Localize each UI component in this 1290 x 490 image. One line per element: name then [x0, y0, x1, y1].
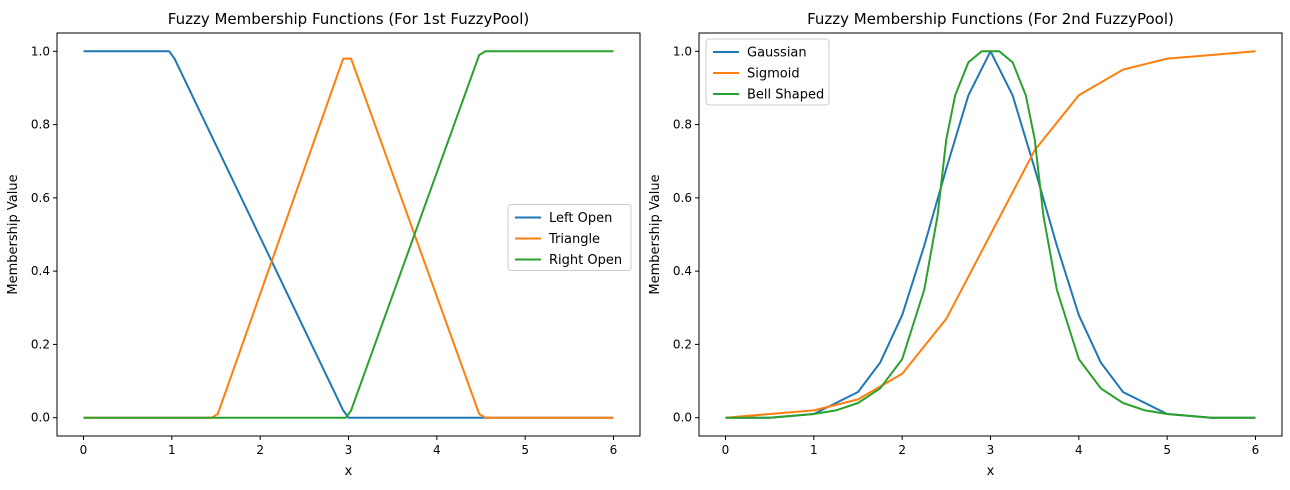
- legend-label-right-open: Right Open: [549, 253, 622, 268]
- legend-box: [507, 204, 632, 271]
- legend: Gaussian Sigmoid Bell Shaped: [705, 38, 830, 106]
- chart-title: Fuzzy Membership Functions (For 1st Fuzz…: [168, 10, 529, 28]
- x-tick-label: 6: [1252, 443, 1260, 457]
- y-axis-label: Membership Value: [648, 174, 663, 294]
- y-axis-label: Membership Value: [6, 174, 21, 294]
- y-tick-label: 0.2: [673, 337, 692, 351]
- x-tick-label: 3: [987, 443, 995, 457]
- x-tick-label: 2: [898, 443, 906, 457]
- y-tick-label: 0.2: [31, 337, 50, 351]
- chart-panel-1st-fuzzypool: Fuzzy Membership Functions (For 1st Fuzz…: [6, 10, 641, 479]
- series-line-sigmoid: [725, 50, 1256, 419]
- y-tick-label: 0.6: [673, 191, 692, 205]
- legend-label-bell-shaped: Bell Shaped: [747, 88, 824, 103]
- y-tick-label: 0.6: [31, 191, 50, 205]
- x-tick-label: 4: [1075, 443, 1083, 457]
- x-tick-label: 5: [1163, 443, 1171, 457]
- x-tick-label: 1: [168, 443, 176, 457]
- chart-panel-2nd-fuzzypool: Fuzzy Membership Functions (For 2nd Fuzz…: [648, 10, 1283, 479]
- legend-label-gaussian: Gaussian: [747, 46, 807, 61]
- y-tick-label: 0.8: [31, 118, 50, 132]
- legend-label-sigmoid: Sigmoid: [747, 67, 800, 82]
- legend-box: [705, 38, 830, 106]
- x-tick-label: 2: [256, 443, 264, 457]
- x-axis-label: x: [345, 464, 353, 479]
- series-line-left-open: [83, 50, 614, 419]
- y-tick-label: 0.0: [31, 411, 50, 425]
- y-tick-label: 0.0: [673, 411, 692, 425]
- x-tick-label: 4: [433, 443, 441, 457]
- y-tick-label: 1.0: [31, 44, 50, 58]
- y-tick-label: 0.4: [31, 264, 50, 278]
- series-line-bell-shaped: [725, 50, 1256, 419]
- y-tick-label: 0.8: [673, 118, 692, 132]
- legend-label-left-open: Left Open: [549, 211, 612, 226]
- y-tick-label: 1.0: [673, 44, 692, 58]
- x-tick-label: 1: [810, 443, 818, 457]
- x-tick-label: 6: [610, 443, 618, 457]
- x-axis-label: x: [987, 464, 995, 479]
- chart-title: Fuzzy Membership Functions (For 2nd Fuzz…: [807, 10, 1174, 28]
- x-tick-label: 0: [80, 443, 88, 457]
- x-tick-label: 3: [345, 443, 353, 457]
- y-tick-label: 0.4: [673, 264, 692, 278]
- legend-label-triangle: Triangle: [548, 232, 600, 247]
- x-tick-label: 0: [722, 443, 730, 457]
- legend: Left Open Triangle Right Open: [507, 204, 632, 271]
- x-tick-label: 5: [521, 443, 529, 457]
- series-line-right-open: [83, 50, 614, 419]
